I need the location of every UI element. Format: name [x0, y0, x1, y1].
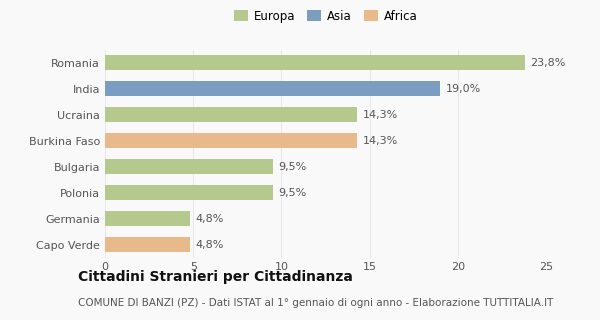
Text: COMUNE DI BANZI (PZ) - Dati ISTAT al 1° gennaio di ogni anno - Elaborazione TUTT: COMUNE DI BANZI (PZ) - Dati ISTAT al 1° …: [78, 298, 553, 308]
Text: 9,5%: 9,5%: [278, 188, 306, 197]
Text: 4,8%: 4,8%: [195, 240, 223, 250]
Bar: [105, 159, 272, 174]
Legend: Europa, Asia, Africa: Europa, Asia, Africa: [233, 10, 418, 23]
Text: 14,3%: 14,3%: [362, 136, 398, 146]
Text: 9,5%: 9,5%: [278, 162, 306, 172]
Bar: [105, 186, 272, 200]
Text: Cittadini Stranieri per Cittadinanza: Cittadini Stranieri per Cittadinanza: [78, 270, 353, 284]
Bar: [105, 237, 190, 252]
Text: 14,3%: 14,3%: [362, 109, 398, 120]
Bar: [105, 212, 190, 226]
Bar: [105, 55, 525, 70]
Text: 19,0%: 19,0%: [445, 84, 481, 93]
Text: 23,8%: 23,8%: [530, 58, 565, 68]
Text: 4,8%: 4,8%: [195, 214, 223, 224]
Bar: [105, 82, 440, 96]
Bar: [105, 133, 357, 148]
Bar: [105, 108, 357, 122]
